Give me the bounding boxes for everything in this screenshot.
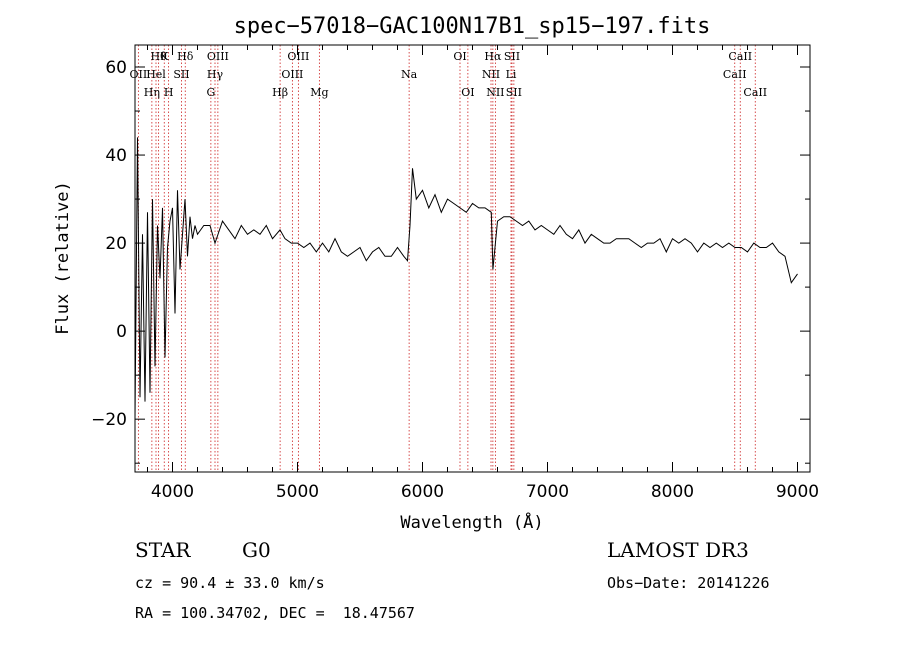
- emission-line-label: OIII: [287, 50, 309, 63]
- x-tick-label: 6000: [401, 482, 444, 502]
- x-axis-label: Wavelength (Å): [400, 511, 543, 533]
- emission-line-label: NII: [482, 68, 500, 81]
- emission-line-label: Hθ: [151, 50, 168, 63]
- emission-line-label: SII: [173, 68, 189, 81]
- emission-line-label: SII: [504, 50, 520, 63]
- x-tick-label: 4000: [151, 482, 194, 502]
- y-tick-label: −20: [91, 410, 127, 430]
- chart-title: spec−57018−GAC100N17B1_sp15−197.fits: [234, 14, 711, 39]
- x-tick-label: 7000: [526, 482, 569, 502]
- spectrum-line: [134, 137, 798, 420]
- emission-line-label: G: [206, 86, 215, 99]
- emission-line-label: Na: [401, 68, 418, 81]
- emission-line-label: OII: [130, 68, 148, 81]
- emission-line-label: K: [160, 50, 169, 63]
- x-tick-label: 9000: [776, 482, 819, 502]
- emission-line-label: Mg: [310, 86, 328, 99]
- emission-line-label: SII: [506, 86, 522, 99]
- emission-labels-layer: OII Hη Hel HθK H SII Hδ G Hγ OIII Hβ OIII OIII Mg Na OI…: [130, 50, 768, 99]
- coords-readout: RA = 100.34702, DEC = 18.47567: [135, 604, 415, 622]
- x-axis-ticks: 4000 5000 6000 7000 8000 9000: [147, 45, 819, 502]
- plot-frame: [134, 44, 811, 473]
- emission-line-label: CaII: [723, 68, 747, 81]
- x-tick-label: 5000: [276, 482, 319, 502]
- y-tick-label: 60: [105, 58, 127, 78]
- emission-line-label: Li: [506, 68, 517, 81]
- emission-line-label: Hα: [484, 50, 502, 63]
- emission-line-label: Hβ: [272, 86, 288, 99]
- survey-label: LAMOST DR3: [607, 538, 749, 562]
- y-tick-label: 0: [116, 322, 127, 342]
- emission-line-label: OIII: [281, 68, 303, 81]
- emission-line-label: NII: [486, 86, 504, 99]
- obs-date-readout: Obs−Date: 20141226: [607, 574, 770, 592]
- emission-line-label: Hel: [146, 68, 166, 81]
- object-subclass: G0: [242, 538, 271, 562]
- emission-line-label: Hδ: [177, 50, 194, 63]
- emission-line-label: CaII: [743, 86, 767, 99]
- emission-line-label: OI: [461, 86, 474, 99]
- object-class: STAR: [135, 538, 191, 562]
- emission-line-label: CaII: [728, 50, 752, 63]
- redshift-readout: cz = 90.4 ± 33.0 km/s: [135, 574, 325, 592]
- y-tick-label: 40: [105, 146, 127, 166]
- y-axis-label: Flux (relative): [53, 181, 73, 335]
- emission-line-label: OIII: [207, 50, 229, 63]
- y-tick-label: 20: [105, 234, 127, 254]
- emission-line-label: Hη: [144, 86, 160, 99]
- emission-line-label: H: [164, 86, 174, 99]
- emission-line-label: Hγ: [207, 68, 224, 81]
- x-tick-label: 8000: [651, 482, 694, 502]
- y-axis-ticks: −20 0 20 40 60: [91, 58, 810, 464]
- emission-line-label: OI: [453, 50, 466, 63]
- emission-lines-layer: [137, 45, 756, 472]
